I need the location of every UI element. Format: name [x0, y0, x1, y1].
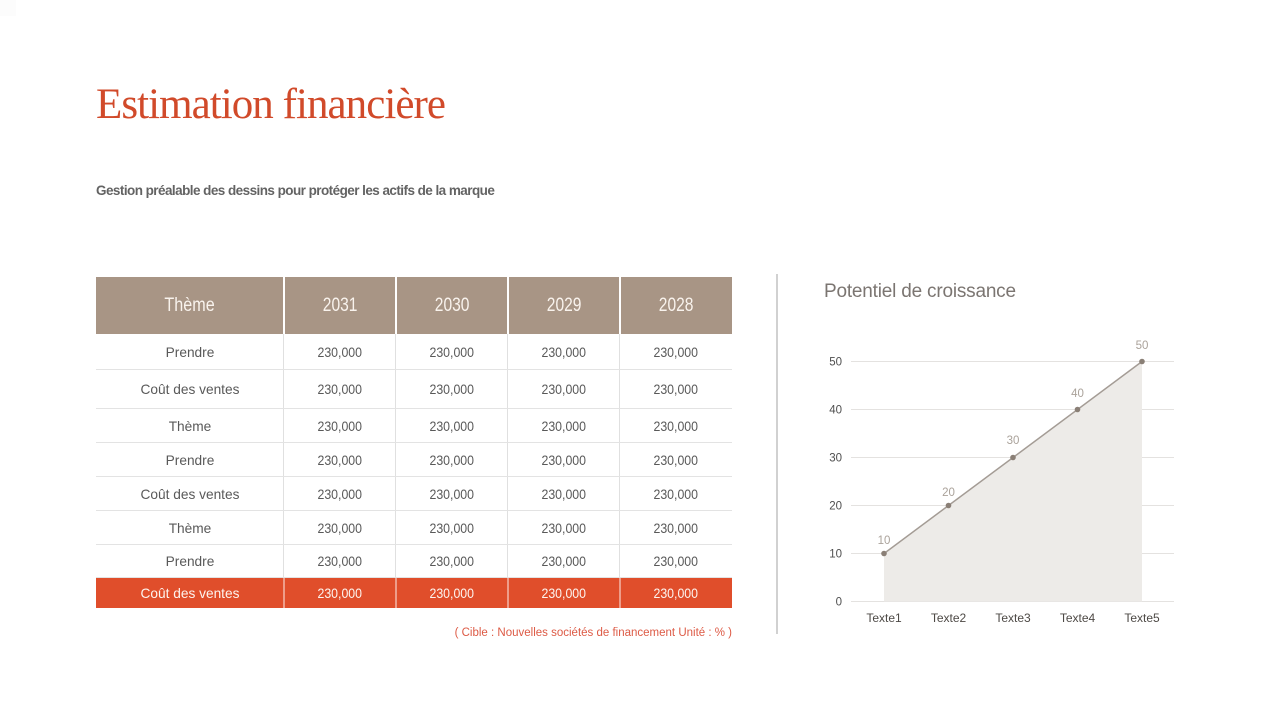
svg-text:40: 40	[829, 405, 842, 417]
svg-text:Texte2: Texte2	[931, 611, 967, 625]
svg-text:10: 10	[878, 535, 891, 547]
svg-text:0: 0	[836, 597, 842, 609]
svg-text:30: 30	[1007, 435, 1020, 447]
svg-text:50: 50	[1136, 340, 1149, 352]
svg-text:20: 20	[829, 501, 842, 513]
svg-text:Texte1: Texte1	[866, 611, 902, 625]
svg-text:30: 30	[829, 453, 842, 465]
svg-text:Texte4: Texte4	[1060, 611, 1096, 625]
svg-text:40: 40	[1071, 388, 1084, 400]
svg-text:Texte5: Texte5	[1124, 611, 1160, 625]
svg-text:10: 10	[829, 549, 842, 561]
svg-text:20: 20	[942, 487, 955, 499]
svg-text:50: 50	[829, 357, 842, 369]
svg-text:Texte3: Texte3	[995, 611, 1031, 625]
